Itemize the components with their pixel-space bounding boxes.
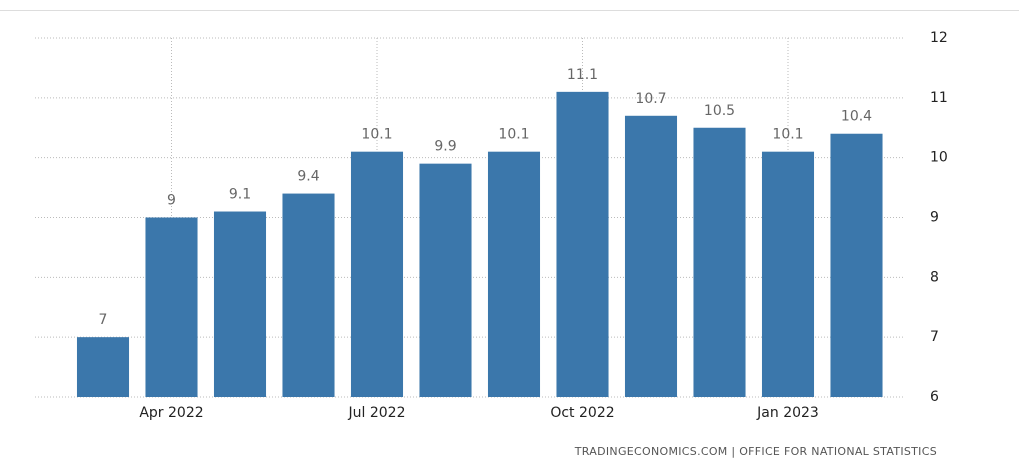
value-label: 10.5 [704,103,735,119]
y-tick-label: 12 [930,30,948,46]
value-label: 10.4 [841,109,872,125]
value-label: 10.7 [635,91,666,107]
x-tick-label: Apr 2022 [139,405,203,421]
y-tick-label: 7 [930,329,939,345]
bar [213,211,267,397]
y-tick-label: 11 [930,90,948,106]
y-tick-label: 10 [930,150,948,166]
source: TRADINGECONOMICS.COM | OFFICE FOR NATION… [574,445,937,458]
bar [830,133,883,397]
value-label: 7 [99,312,108,328]
bar [624,115,678,398]
bar [145,217,198,397]
value-label: 9.9 [434,139,456,155]
bar [350,151,404,397]
value-label: 9.4 [297,169,319,185]
y-tick-label: 8 [930,269,939,285]
bar [556,91,609,397]
y-tick-label: 9 [930,210,939,226]
bar [487,151,541,397]
bar [76,337,130,397]
bar [693,127,746,397]
value-label: 10.1 [361,127,392,143]
x-tick-label: Jul 2022 [348,405,406,421]
bar [761,151,815,397]
x-tick-label: Jan 2023 [756,405,819,421]
bar [419,163,472,397]
value-label: 10.1 [772,127,803,143]
value-label: 9 [167,193,176,209]
value-label: 10.1 [498,127,529,143]
y-tick-label: 6 [930,389,939,405]
x-tick-label: Oct 2022 [550,405,614,421]
bar [282,193,335,397]
value-label: 9.1 [229,187,251,203]
value-label: 11.1 [567,67,598,83]
